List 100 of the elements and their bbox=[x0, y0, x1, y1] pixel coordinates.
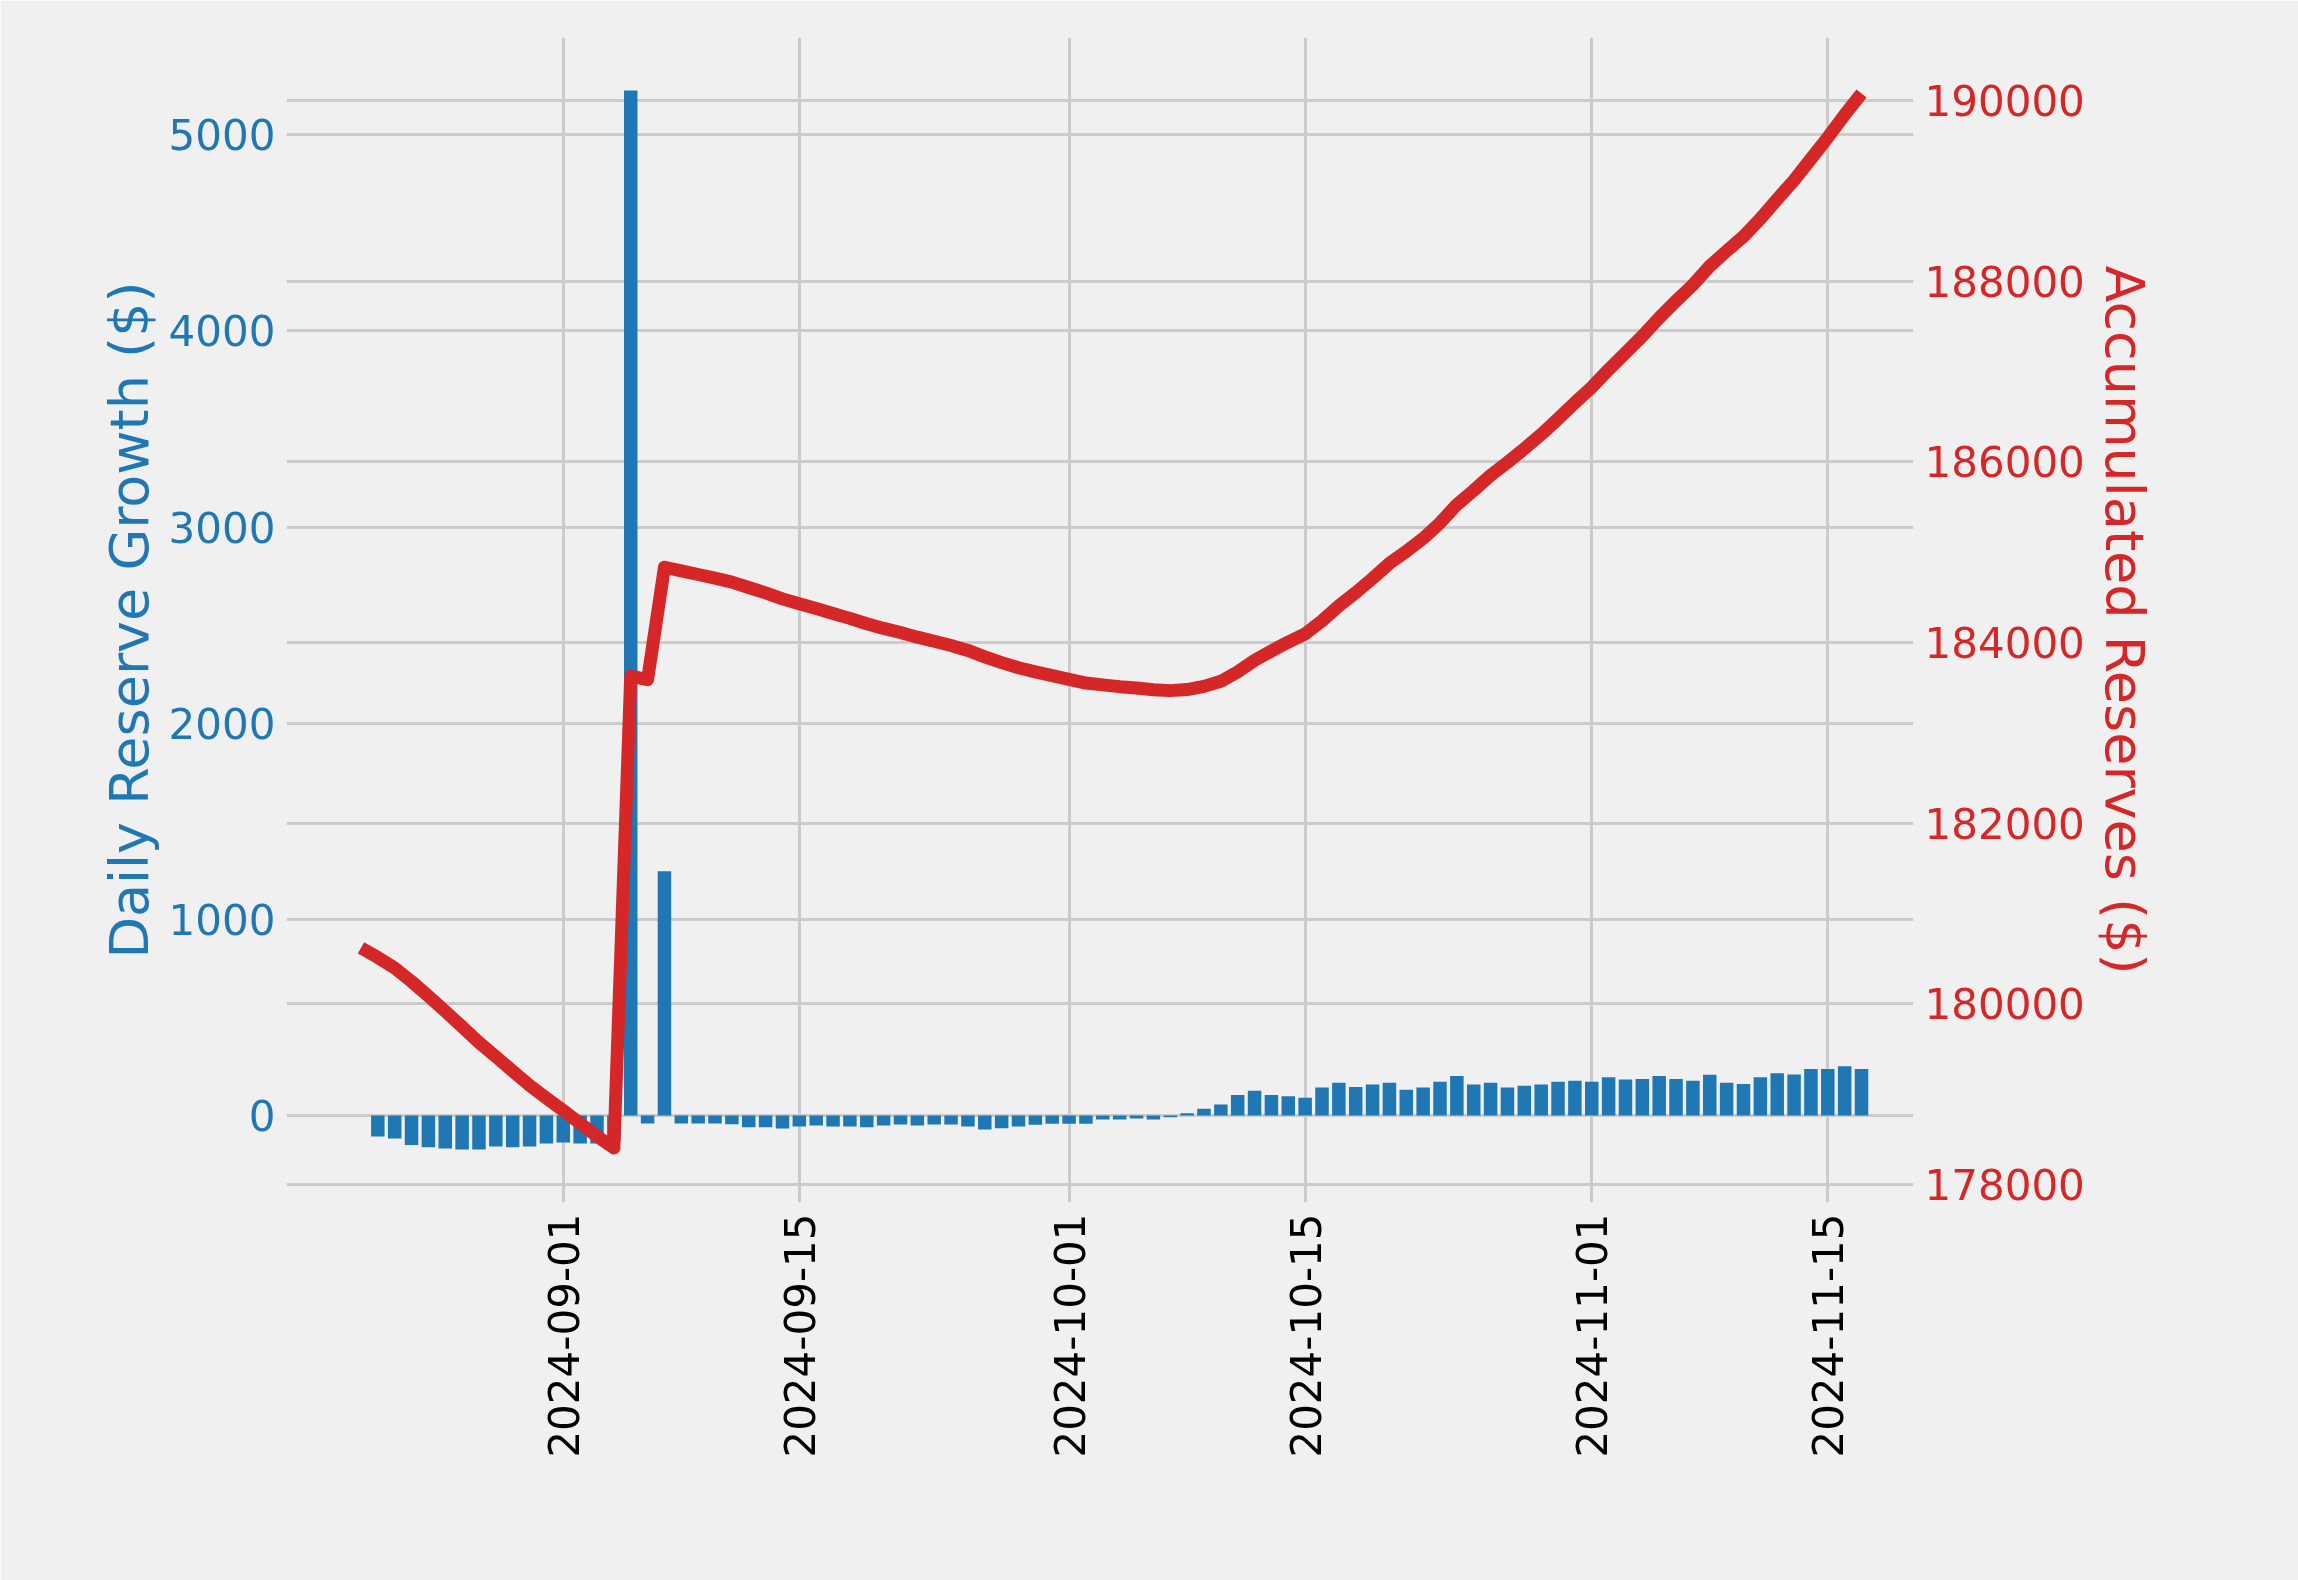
bar bbox=[1534, 1084, 1548, 1116]
bar bbox=[1736, 1084, 1751, 1116]
bar bbox=[1247, 1090, 1262, 1116]
bar bbox=[472, 1115, 486, 1150]
y-tick-label: 2000 bbox=[168, 699, 276, 749]
bar bbox=[758, 1115, 773, 1128]
bar bbox=[1416, 1087, 1430, 1116]
y-tick-label: 4000 bbox=[168, 307, 276, 357]
bar bbox=[910, 1115, 925, 1126]
bar bbox=[691, 1115, 705, 1124]
bar bbox=[1450, 1075, 1464, 1116]
bar bbox=[1669, 1078, 1683, 1116]
bar bbox=[1079, 1115, 1093, 1124]
bar bbox=[1686, 1080, 1700, 1116]
x-tick-label: 2024-10-15 bbox=[1281, 1213, 1331, 1458]
bar bbox=[725, 1115, 739, 1125]
bar bbox=[961, 1115, 975, 1127]
bar bbox=[860, 1115, 874, 1128]
bar bbox=[1601, 1077, 1616, 1116]
x-tick-label: 2024-11-15 bbox=[1804, 1213, 1854, 1458]
x-tick-label: 2024-11-01 bbox=[1568, 1213, 1618, 1458]
bar bbox=[1129, 1115, 1144, 1119]
y2-tick-label: 182000 bbox=[1924, 799, 2085, 849]
bar bbox=[1382, 1082, 1397, 1116]
y2-tick-label: 188000 bbox=[1924, 257, 2085, 307]
bar bbox=[1011, 1115, 1026, 1127]
bar bbox=[944, 1115, 958, 1125]
bar bbox=[1703, 1074, 1717, 1116]
bar bbox=[1652, 1075, 1666, 1116]
bar bbox=[1433, 1081, 1447, 1116]
bar bbox=[1298, 1097, 1312, 1116]
y2-axis-title: Accumulated Reserves ($) bbox=[2092, 265, 2156, 975]
bar bbox=[539, 1115, 554, 1144]
bar bbox=[455, 1115, 469, 1150]
bar bbox=[522, 1115, 537, 1147]
bar bbox=[438, 1115, 453, 1149]
y2-tick-label: 180000 bbox=[1924, 980, 2085, 1030]
y-tick-label: 0 bbox=[248, 1092, 276, 1142]
bar bbox=[893, 1115, 908, 1125]
bar bbox=[1348, 1086, 1363, 1116]
bar bbox=[1618, 1079, 1633, 1116]
bar bbox=[826, 1115, 840, 1127]
bar bbox=[1719, 1082, 1734, 1116]
bar bbox=[1281, 1096, 1296, 1116]
bar bbox=[1045, 1115, 1059, 1124]
bar bbox=[1180, 1113, 1194, 1116]
bar bbox=[708, 1115, 722, 1124]
bar bbox=[876, 1115, 891, 1126]
bar bbox=[387, 1115, 402, 1139]
bar bbox=[1753, 1077, 1768, 1116]
bar bbox=[994, 1115, 1009, 1129]
bar bbox=[489, 1115, 503, 1147]
bar bbox=[978, 1115, 992, 1130]
x-tick-label: 2024-09-01 bbox=[539, 1213, 589, 1458]
bar bbox=[1112, 1115, 1127, 1120]
bar bbox=[1804, 1069, 1818, 1116]
bar bbox=[1062, 1115, 1076, 1124]
x-tick-label: 2024-10-01 bbox=[1045, 1213, 1095, 1458]
y-axis-title: Daily Reserve Growth ($) bbox=[97, 281, 161, 959]
bar bbox=[1230, 1094, 1245, 1116]
bar bbox=[1787, 1074, 1801, 1116]
y-tick-label: 5000 bbox=[168, 111, 276, 161]
y2-tick-label: 184000 bbox=[1924, 619, 2085, 669]
y2-tick-label: 186000 bbox=[1924, 438, 2085, 488]
y2-tick-label: 190000 bbox=[1924, 77, 2085, 127]
bar bbox=[1315, 1087, 1329, 1116]
bar bbox=[1568, 1080, 1582, 1116]
bar bbox=[927, 1115, 941, 1125]
bar bbox=[742, 1115, 756, 1128]
bar bbox=[1821, 1069, 1835, 1116]
y-tick-label: 3000 bbox=[168, 503, 276, 553]
bar bbox=[1028, 1115, 1043, 1125]
bar bbox=[1483, 1082, 1498, 1116]
bar bbox=[1365, 1084, 1380, 1116]
bar bbox=[1837, 1066, 1852, 1116]
bar bbox=[1770, 1073, 1784, 1116]
bar bbox=[809, 1115, 823, 1126]
bar bbox=[421, 1115, 436, 1148]
y2-tick-label: 178000 bbox=[1924, 1160, 2085, 1210]
bar bbox=[505, 1115, 520, 1148]
y-tick-label: 1000 bbox=[168, 895, 276, 945]
bar bbox=[1399, 1089, 1414, 1116]
bar bbox=[657, 871, 672, 1116]
x-tick-label: 2024-09-15 bbox=[775, 1213, 825, 1458]
bar bbox=[1096, 1115, 1110, 1120]
bar bbox=[1551, 1081, 1565, 1116]
bar bbox=[1146, 1115, 1161, 1120]
bar bbox=[1214, 1104, 1228, 1116]
bar bbox=[1466, 1084, 1481, 1116]
bar bbox=[1197, 1108, 1211, 1116]
bar bbox=[1854, 1069, 1869, 1116]
bar bbox=[404, 1115, 419, 1146]
bar bbox=[775, 1115, 790, 1129]
bar bbox=[843, 1115, 857, 1127]
bar bbox=[371, 1115, 385, 1137]
bar bbox=[1332, 1082, 1346, 1116]
bar bbox=[1635, 1078, 1650, 1116]
bar bbox=[1517, 1085, 1532, 1116]
bar bbox=[1264, 1094, 1279, 1116]
bar bbox=[1500, 1087, 1515, 1116]
